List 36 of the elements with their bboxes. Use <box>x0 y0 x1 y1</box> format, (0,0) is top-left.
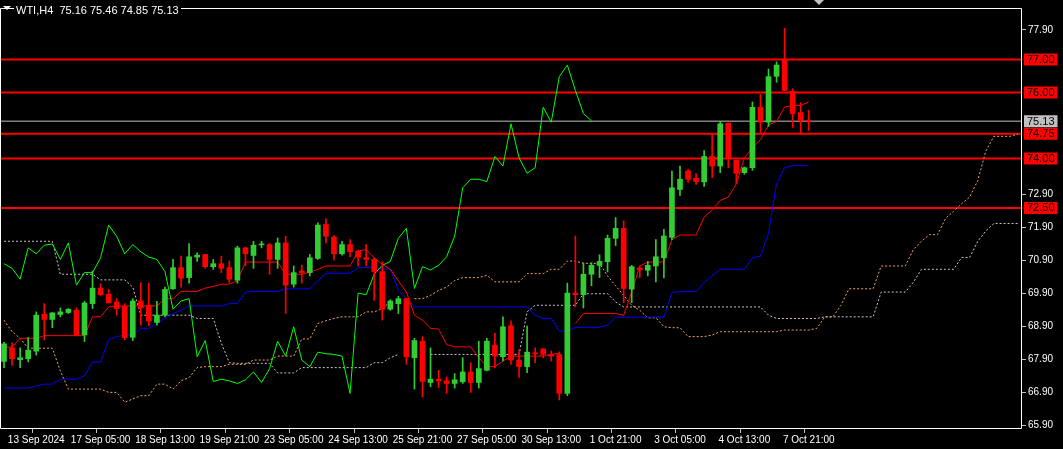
y-tick-label: 69.90 <box>1028 287 1054 299</box>
y-tick-label: 70.90 <box>1028 254 1054 266</box>
x-tick-label: 1 Oct 21:00 <box>589 433 642 445</box>
y-tick-label: 68.90 <box>1028 320 1054 332</box>
y-tick-label: 71.90 <box>1028 221 1054 233</box>
x-tick-label: 3 Oct 05:00 <box>654 433 707 445</box>
y-tick-label: 72.90 <box>1028 188 1054 200</box>
x-tick-label: 25 Sep 21:00 <box>392 433 453 445</box>
x-tick-label: 18 Sep 13:00 <box>135 433 196 445</box>
y-tick-label: 65.90 <box>1028 419 1054 431</box>
candlestick <box>17 347 23 368</box>
y-tick-label: 67.90 <box>1028 353 1054 365</box>
x-tick-label: 19 Sep 21:00 <box>199 433 260 445</box>
ref-line-label: 77.00 <box>1027 53 1055 65</box>
ref-line-label: 76.00 <box>1027 86 1055 98</box>
candlestick <box>138 282 144 326</box>
x-tick-label: 17 Sep 05:00 <box>70 433 131 445</box>
ref-line-label: 74.75 <box>1027 127 1055 140</box>
x-tick-label: 13 Sep 2024 <box>7 433 66 445</box>
y-tick-label: 66.90 <box>1028 386 1054 398</box>
x-tick-label: 23 Sep 05:00 <box>263 433 324 445</box>
x-tick-label: 7 Oct 21:00 <box>782 433 836 445</box>
x-tick-label: 27 Sep 05:00 <box>457 433 518 445</box>
candlestick <box>532 347 538 364</box>
x-tick-label: 30 Sep 13:00 <box>521 433 582 445</box>
chart-title: WTI,H4 75.16 75.46 74.85 75.13 <box>14 4 181 16</box>
candlestick <box>41 303 48 341</box>
y-tick-label: 77.90 <box>1028 23 1054 35</box>
ref-line-label: 75.13 <box>1027 114 1055 127</box>
candlestick <box>298 264 305 284</box>
ref-line-label: 72.50 <box>1027 201 1055 214</box>
x-tick-label: 4 Oct 13:00 <box>718 433 771 445</box>
candlestick <box>363 244 369 267</box>
candlestick <box>653 239 659 283</box>
ref-line-label: 74.00 <box>1027 151 1055 164</box>
x-tick-label: 24 Sep 13:00 <box>328 433 389 445</box>
